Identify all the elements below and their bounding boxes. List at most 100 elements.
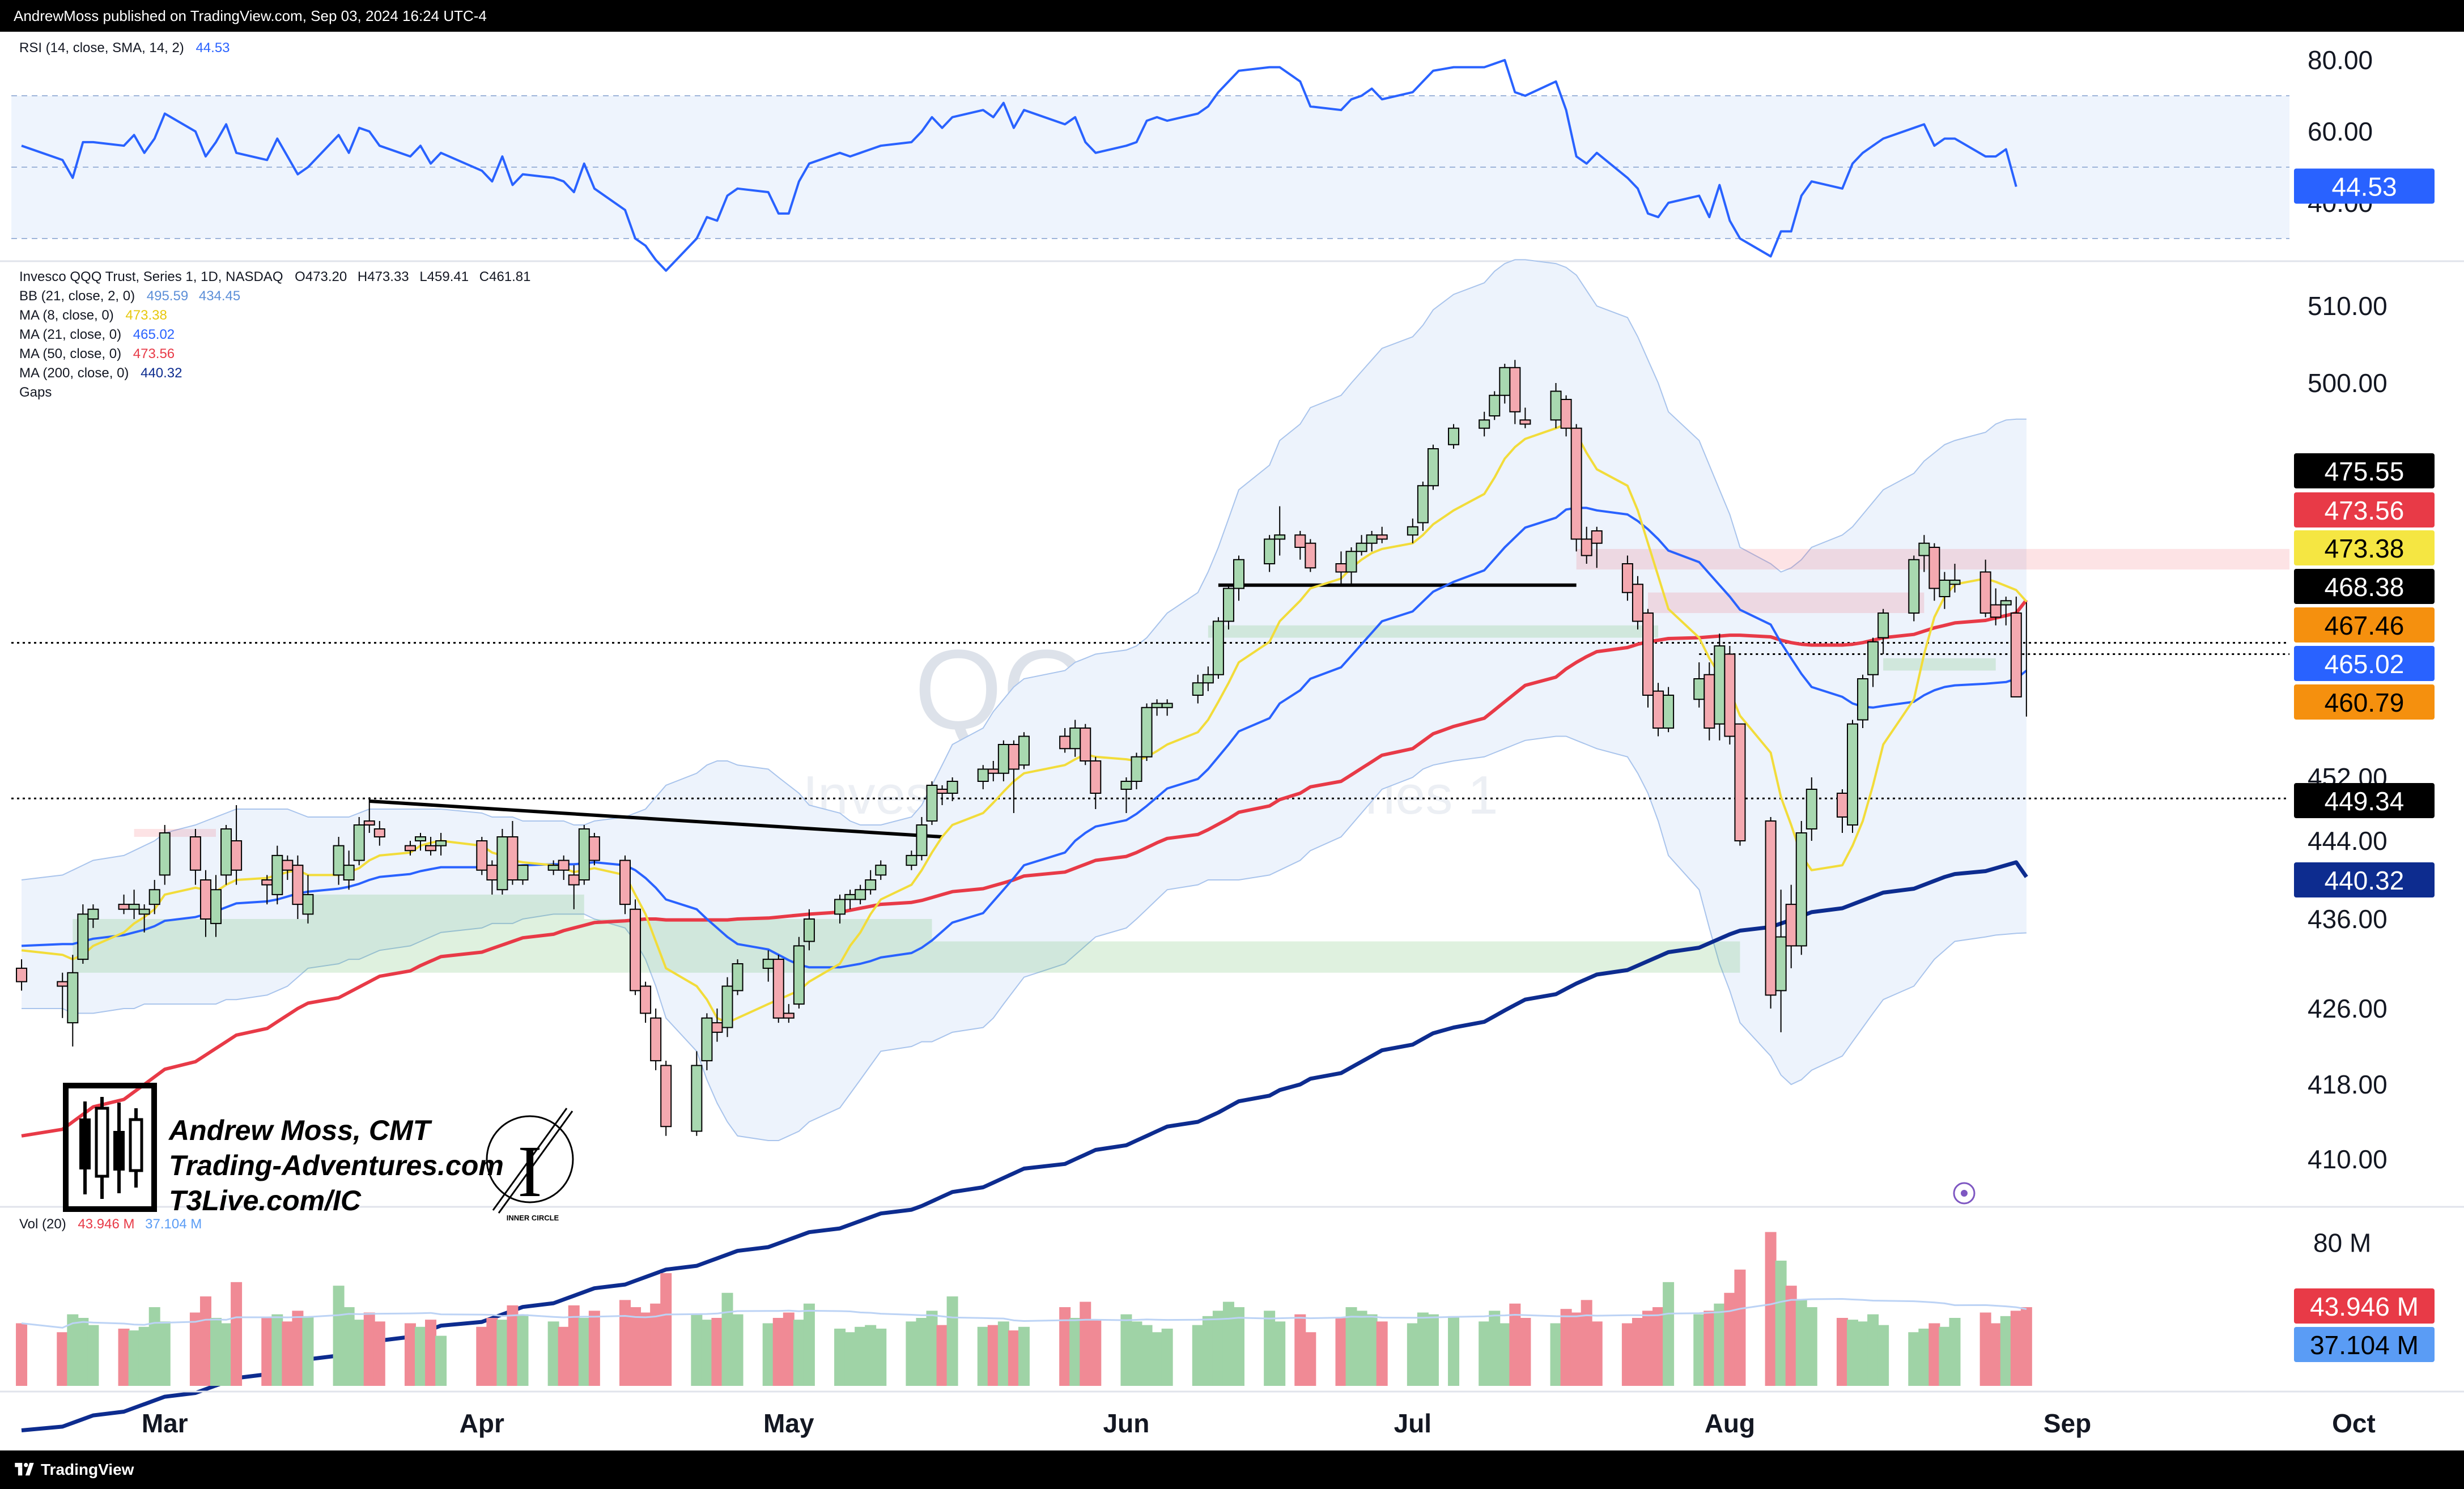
candle-body [1990, 604, 2002, 618]
volume-bar [588, 1311, 600, 1386]
rsi-tick-label: 80.00 [2308, 45, 2373, 75]
price-label-text: 467.46 [2325, 611, 2404, 640]
candle-body [1161, 703, 1173, 708]
candle [1939, 572, 1951, 609]
candle [865, 870, 877, 895]
candle [77, 904, 89, 964]
volume-bar [67, 1314, 79, 1386]
candle-body [1305, 542, 1316, 569]
reference-lines [11, 583, 2289, 839]
candle-body [1427, 448, 1439, 487]
rsi-pane [11, 59, 2289, 272]
candle [1703, 662, 1715, 741]
volume-bar [732, 1314, 744, 1386]
volume-legend: Vol (20) 43.946 M 37.104 M [19, 1216, 202, 1232]
volume-bar [302, 1316, 314, 1386]
candle-body [363, 820, 375, 826]
chart-canvas[interactable]: QQQ, 1D Invesco QQQ Trust, Series 1 80.0… [0, 32, 2464, 1450]
price-label: 460.79 [2294, 684, 2435, 720]
candle [732, 959, 744, 995]
volume-bar [1090, 1320, 1102, 1386]
price-axes: 80.0060.0040.00510.00500.00452.00444.004… [2308, 45, 2387, 1257]
candle [772, 955, 784, 1023]
volume-bar [803, 1303, 815, 1386]
candle-body [1202, 674, 1214, 684]
candle-body [1867, 641, 1879, 675]
volume-bar [118, 1328, 130, 1386]
candle-body [762, 959, 774, 969]
price-label: 473.56 [2294, 492, 2435, 527]
author-site: Trading-Adventures.com [169, 1150, 504, 1181]
ohlc-high: H473.33 [358, 269, 409, 284]
candle-body [793, 945, 805, 1005]
candle-body [1018, 735, 1030, 766]
candle-body [199, 879, 211, 920]
candle [1202, 666, 1214, 691]
volume-bar [1857, 1321, 1869, 1386]
volume-bar [619, 1300, 631, 1386]
volume-bar [1519, 1318, 1531, 1386]
legend-gaps-name: Gaps [19, 385, 52, 400]
price-label-box [2294, 569, 2435, 604]
ohlc-open: O473.20 [295, 269, 347, 284]
candle [1632, 576, 1643, 629]
volume-bar [1581, 1300, 1592, 1386]
candle-body [916, 824, 928, 856]
volume-bar [1795, 1300, 1807, 1386]
candle-body [57, 981, 69, 987]
volume-bar [363, 1312, 375, 1386]
candle-body [128, 904, 140, 910]
candle-body [865, 879, 877, 891]
rsi-last-label-text: 44.53 [2331, 172, 2397, 201]
candle-body [486, 865, 498, 880]
candle-body [210, 889, 222, 924]
legend-ma21-name: MA (21, close, 0) [19, 327, 121, 342]
candle [906, 850, 917, 870]
candle [977, 765, 989, 789]
candle-body [1059, 735, 1071, 750]
footer-bar: TradingView [0, 1450, 2464, 1489]
candle [292, 855, 304, 919]
legend-ma50-value: 473.56 [133, 346, 175, 361]
candle-body [772, 959, 784, 1019]
candle [660, 1061, 672, 1136]
candle-body [1479, 419, 1490, 429]
candle-body [1591, 530, 1603, 544]
volume-bar [1120, 1314, 1132, 1386]
price-label-box [2294, 684, 2435, 720]
candle-body [1734, 723, 1746, 841]
time-tick-label: Jun [1103, 1409, 1150, 1438]
volume-bar [1499, 1323, 1511, 1386]
candle-body [1345, 551, 1357, 573]
candle-body [711, 1022, 723, 1033]
volume-bar [1448, 1316, 1460, 1386]
candle-body [1847, 723, 1858, 826]
volume-bar [1294, 1314, 1306, 1386]
price-label: 468.38 [2294, 569, 2435, 604]
candle-body [1939, 580, 1951, 597]
candle [507, 821, 519, 885]
price-legend: Invesco QQQ Trust, Series 1, 1D, NASDAQ … [19, 269, 531, 400]
volume-bar [2000, 1316, 2012, 1386]
price-label-text: 440.32 [2325, 866, 2404, 895]
price-label-box [2294, 453, 2435, 488]
candle-body [1877, 612, 1889, 639]
price-tick-label: 444.00 [2308, 826, 2387, 856]
volume-bar [333, 1286, 345, 1386]
candle-body [1693, 678, 1705, 700]
candle [231, 805, 243, 885]
ma21-line [21, 507, 2028, 969]
candle [353, 817, 365, 866]
volume-legend-name: Vol (20) [19, 1216, 66, 1232]
candle-body [148, 889, 160, 905]
candle [333, 837, 345, 885]
scroll-to-realtime-icon[interactable] [1953, 1182, 1976, 1205]
candle [568, 865, 580, 909]
time-tick-label: Oct [2332, 1409, 2376, 1438]
candle-body [1550, 390, 1562, 421]
volume-pane [16, 1232, 2032, 1386]
legend-bb-name: BB (21, close, 2, 0) [19, 288, 135, 304]
volume-bar [1550, 1323, 1562, 1386]
volume-bar [1877, 1325, 1889, 1386]
candle-body [987, 768, 999, 774]
